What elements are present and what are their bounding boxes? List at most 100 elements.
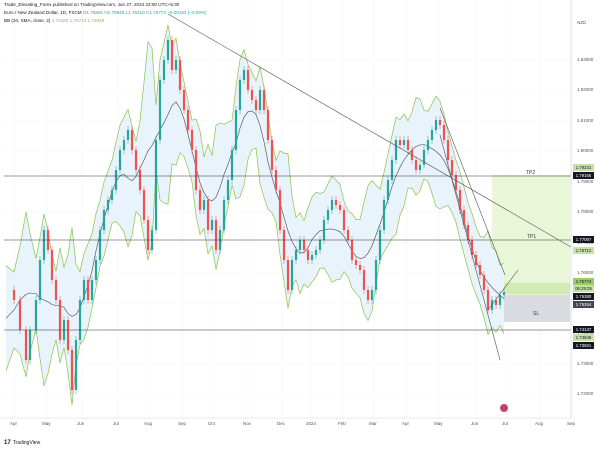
publisher-line: Trade_Elevating_Forex published on Tradi… [4, 2, 180, 7]
candle-body [462, 210, 466, 225]
price-axis-label: 1.81000 [577, 118, 594, 123]
candle-body [438, 120, 442, 125]
candle-body [158, 80, 162, 140]
candle-body [502, 292, 506, 295]
time-axis-label: Jul [113, 421, 119, 426]
candle-body [326, 210, 330, 220]
time-axis-label: Feb [338, 421, 346, 426]
price-tag: 1.79165 [573, 172, 594, 179]
candle-body [94, 260, 98, 280]
time-axis-label: Jun [77, 421, 85, 426]
time-axis-label: Aug [144, 421, 153, 426]
candle-body [118, 150, 122, 170]
candle-body [470, 240, 474, 255]
tp1-label: TP1 [527, 234, 537, 240]
candle-body [38, 260, 42, 300]
symbol-line: Euro / New Zealand Dollar, 1D, FXCM O1.7… [4, 10, 207, 15]
price-tag: 06:29:05 [573, 285, 594, 292]
trendline-descending [167, 13, 572, 248]
time-axis-label: Dec [277, 421, 286, 426]
candle-body [194, 150, 198, 190]
candle-body [66, 320, 70, 350]
candle-body [242, 70, 246, 80]
candle-body [138, 170, 142, 190]
candle-body [426, 140, 430, 150]
candle-body [294, 250, 298, 260]
candle-body [454, 175, 458, 190]
tradingview-logo-icon: 17 [4, 440, 11, 446]
candle-body [86, 280, 90, 300]
candle-body [186, 110, 190, 130]
candle-body [146, 220, 150, 250]
candle-body [258, 90, 262, 110]
candle-body [110, 190, 114, 200]
candle-body [102, 210, 106, 230]
candle-body [28, 330, 32, 360]
candle-body [274, 170, 278, 190]
candle-body [166, 40, 170, 60]
candlesticks [12, 36, 506, 394]
candle-body [190, 130, 194, 150]
candle-body [310, 255, 314, 260]
candle-body [106, 200, 110, 210]
price-axis-label: 1.79000 [577, 179, 594, 184]
candle-body [282, 230, 286, 260]
candle-body [214, 220, 218, 250]
candle-body [406, 140, 410, 150]
candle-body [12, 290, 16, 300]
time-axis-label: Mar [369, 421, 377, 426]
candle-body [266, 110, 270, 140]
bollinger-lower-line [5, 147, 505, 406]
candle-body [154, 140, 158, 230]
candle-body [270, 140, 274, 170]
candle-body [378, 230, 382, 260]
candle-body [162, 60, 166, 80]
symbol-name[interactable]: Euro / New Zealand Dollar, 1D, FXCM [4, 10, 82, 15]
price-tag: 1.75380 [573, 293, 594, 300]
trendline-wedge-upper [439, 107, 506, 276]
candle-body [198, 190, 202, 210]
price-axis-label: 1.74000 [577, 331, 593, 336]
candle-body [90, 280, 94, 300]
candle-body [346, 230, 350, 240]
candle-body [338, 205, 342, 210]
time-axis-label: May [434, 421, 443, 426]
candle-body [122, 140, 126, 150]
candle-body [450, 160, 454, 175]
candle-body [134, 150, 138, 170]
candle-body [366, 290, 370, 300]
time-axis-label: 2024 [306, 421, 317, 426]
candle-body [24, 330, 28, 360]
price-tag: 1.73501 [573, 342, 594, 349]
candle-body [350, 240, 354, 260]
trendline-breakout [487, 269, 519, 311]
candle-body [34, 300, 38, 330]
price-axis-label: 1.76000 [577, 270, 594, 275]
indicator-line[interactable]: BB (20, SMA, close, 2) 1.75280 1.76713 1… [4, 18, 104, 23]
event-marker-icon[interactable] [500, 404, 508, 412]
candle-body [398, 140, 402, 145]
candle-body [394, 140, 398, 160]
candle-body [58, 300, 62, 340]
candle-body [446, 140, 450, 160]
time-axis-label: Nov [243, 421, 252, 426]
candle-body [178, 60, 182, 90]
candle-body [430, 130, 434, 140]
time-axis-label: Apr [402, 421, 410, 426]
candle-body [318, 240, 322, 250]
price-tag: 1.75264 [573, 301, 594, 308]
candle-body [54, 280, 58, 300]
price-axis-label: 1.78000 [577, 209, 594, 214]
price-tag: 1.76712 [573, 247, 594, 254]
candle-body [390, 160, 394, 180]
candle-body [370, 290, 374, 300]
price-axis-label: 1.73000 [577, 361, 594, 366]
candle-body [126, 130, 130, 140]
candle-body [234, 110, 238, 150]
candle-body [342, 210, 346, 230]
candle-body [70, 350, 74, 390]
candle-body [82, 280, 86, 300]
candle-body [250, 90, 254, 100]
candle-body [170, 40, 174, 70]
